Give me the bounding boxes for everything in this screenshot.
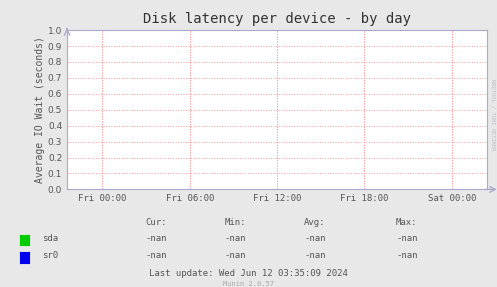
- Text: Max:: Max:: [396, 218, 417, 227]
- Title: Disk latency per device - by day: Disk latency per device - by day: [143, 12, 411, 26]
- Text: -nan: -nan: [304, 251, 326, 260]
- Text: RRDTOOL / TOBI OETIKER: RRDTOOL / TOBI OETIKER: [491, 79, 496, 151]
- Text: Munin 2.0.57: Munin 2.0.57: [223, 281, 274, 286]
- Y-axis label: Average IO Wait (seconds): Average IO Wait (seconds): [35, 36, 45, 183]
- Text: -nan: -nan: [225, 251, 246, 260]
- Text: -nan: -nan: [304, 234, 326, 243]
- Text: Last update: Wed Jun 12 03:35:09 2024: Last update: Wed Jun 12 03:35:09 2024: [149, 269, 348, 278]
- Text: -nan: -nan: [145, 251, 166, 260]
- Text: sr0: sr0: [42, 251, 58, 260]
- Text: -nan: -nan: [396, 251, 417, 260]
- Text: -nan: -nan: [396, 234, 417, 243]
- Text: Avg:: Avg:: [304, 218, 326, 227]
- Text: Min:: Min:: [225, 218, 246, 227]
- Text: sda: sda: [42, 234, 58, 243]
- Text: -nan: -nan: [225, 234, 246, 243]
- Text: -nan: -nan: [145, 234, 166, 243]
- Text: Cur:: Cur:: [145, 218, 166, 227]
